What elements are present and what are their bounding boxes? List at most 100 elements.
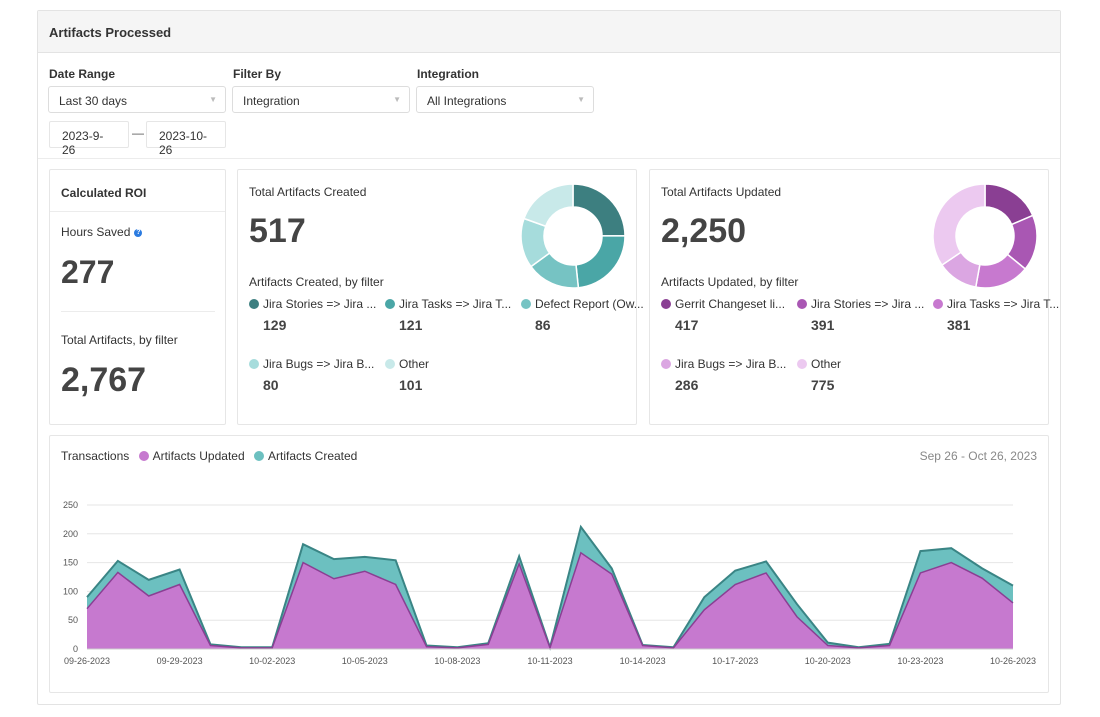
legend-value: 80 <box>263 377 279 393</box>
divider <box>61 311 215 312</box>
created-total: 517 <box>249 212 306 250</box>
updated-legend-item[interactable]: Jira Stories => Jira ... <box>797 297 924 311</box>
legend-swatch <box>521 299 531 309</box>
total-artifacts-value: 2,767 <box>61 361 147 399</box>
divider <box>50 211 225 212</box>
updated-legend-item[interactable]: Gerrit Changeset li... <box>661 297 785 311</box>
updated-donut-chart <box>932 183 1038 289</box>
legend-label: Other <box>399 357 430 371</box>
filter-by-value: Integration <box>243 94 300 108</box>
created-title: Total Artifacts Created <box>249 185 367 199</box>
legend-value: 391 <box>811 317 835 333</box>
legend-updated[interactable]: Artifacts Updated <box>152 449 245 463</box>
legend-label: Jira Bugs => Jira B... <box>675 357 787 371</box>
y-tick-label: 50 <box>68 615 78 625</box>
transactions-date-range: Sep 26 - Oct 26, 2023 <box>919 449 1037 463</box>
filter-by-select[interactable]: Integration ▼ <box>232 86 410 113</box>
legend-value: 775 <box>811 377 835 393</box>
transactions-card: Transactions Artifacts Updated Artifacts… <box>49 435 1049 693</box>
legend-label: Jira Bugs => Jira B... <box>263 357 375 371</box>
created-subtitle: Artifacts Created, by filter <box>249 275 384 289</box>
legend-swatch <box>249 299 259 309</box>
legend-swatch <box>933 299 943 309</box>
integration-value: All Integrations <box>427 94 507 108</box>
hours-saved-label: Hours Saved? <box>61 225 143 239</box>
updated-title: Total Artifacts Updated <box>661 185 782 199</box>
legend-value: 101 <box>399 377 423 393</box>
series-line-updated <box>86 551 1014 651</box>
legend-swatch <box>797 299 807 309</box>
end-date-input[interactable]: 2023-10-26 <box>146 121 226 157</box>
chevron-down-icon: ▼ <box>577 95 585 104</box>
date-separator: — <box>132 126 144 140</box>
filter-by-label: Filter By <box>233 67 282 81</box>
legend-label: Other <box>811 357 842 371</box>
date-range-value: Last 30 days <box>59 94 128 108</box>
legend-value: 129 <box>263 317 287 333</box>
created-slice[interactable] <box>523 183 574 228</box>
info-icon[interactable]: ? <box>134 229 143 237</box>
x-tick-label: 10-08-2023 <box>434 656 480 666</box>
x-tick-label: 10-17-2023 <box>712 656 758 666</box>
total-artifacts-label: Total Artifacts, by filter <box>61 333 178 347</box>
legend-value: 286 <box>675 377 699 393</box>
created-legend-item[interactable]: Defect Report (Ow... <box>521 297 644 311</box>
updated-total: 2,250 <box>661 212 747 250</box>
date-range-label: Date Range <box>49 67 116 81</box>
x-tick-label: 10-14-2023 <box>620 656 666 666</box>
legend-label: Defect Report (Ow... <box>535 297 644 311</box>
y-tick-label: 100 <box>63 586 78 596</box>
created-legend-item[interactable]: Other <box>385 357 429 371</box>
updated-slice[interactable] <box>932 183 986 267</box>
chevron-down-icon: ▼ <box>393 95 401 104</box>
created-legend-item[interactable]: Jira Tasks => Jira T... <box>385 297 511 311</box>
roi-card: Calculated ROI Hours Saved? 277 Total Ar… <box>49 169 226 425</box>
created-legend-item[interactable]: Jira Stories => Jira ... <box>249 297 376 311</box>
integration-select[interactable]: All Integrations ▼ <box>416 86 594 113</box>
divider <box>38 158 1060 159</box>
x-tick-label: 10-02-2023 <box>249 656 295 666</box>
x-tick-label: 10-05-2023 <box>342 656 388 666</box>
updated-legend-item[interactable]: Other <box>797 357 841 371</box>
legend-created[interactable]: Artifacts Created <box>267 449 358 463</box>
roi-title: Calculated ROI <box>61 186 147 200</box>
artifacts-processed-panel: Artifacts Processed Date Range Last 30 d… <box>37 10 1061 705</box>
start-date-input[interactable]: 2023-9-26 <box>49 121 129 157</box>
series-area-updated <box>87 552 1013 649</box>
legend-value: 121 <box>399 317 423 333</box>
legend-swatch-updated <box>138 451 149 461</box>
panel-title: Artifacts Processed <box>49 25 172 40</box>
created-legend-item[interactable]: Jira Bugs => Jira B... <box>249 357 374 371</box>
x-tick-label: 10-26-2023 <box>990 656 1036 666</box>
x-tick-label: 10-11-2023 <box>527 656 572 666</box>
legend-swatch <box>385 299 395 309</box>
chevron-down-icon: ▼ <box>209 95 217 104</box>
y-tick-label: 200 <box>63 529 78 539</box>
legend-swatch <box>249 359 259 369</box>
legend-value: 381 <box>947 317 971 333</box>
y-tick-label: 250 <box>63 500 78 510</box>
panel-header: Artifacts Processed <box>38 11 1060 53</box>
legend-value: 417 <box>675 317 699 333</box>
legend-label: Gerrit Changeset li... <box>675 297 786 311</box>
legend-swatch <box>797 359 807 369</box>
transactions-title: Transactions <box>61 449 130 463</box>
legend-value: 86 <box>535 317 551 333</box>
legend-swatch-created <box>253 451 264 461</box>
artifacts-updated-card: Total Artifacts Updated 2,250 Artifacts … <box>649 169 1059 425</box>
y-tick-label: 150 <box>63 558 78 568</box>
created-slice[interactable] <box>575 235 626 289</box>
x-tick-label: 10-20-2023 <box>805 656 851 666</box>
legend-swatch <box>385 359 395 369</box>
transactions-area-chart: 0 50 100 150 200 250 09-26-2023 09-29-2023 10-02… <box>63 500 1036 666</box>
artifacts-created-card: Total Artifacts Created 517 Artifacts Cr… <box>237 169 644 425</box>
legend-label: Jira Stories => Jira ... <box>811 297 925 311</box>
y-tick-label: 0 <box>73 644 78 654</box>
created-slice[interactable] <box>572 183 626 237</box>
updated-legend-item[interactable]: Jira Bugs => Jira B... <box>661 357 786 371</box>
updated-legend-item[interactable]: Jira Tasks => Jira T... <box>933 297 1059 311</box>
legend-swatch <box>661 299 671 309</box>
date-range-select[interactable]: Last 30 days ▼ <box>48 86 226 113</box>
series-line-created <box>86 524 1014 651</box>
legend-label: Jira Stories => Jira ... <box>263 297 377 311</box>
